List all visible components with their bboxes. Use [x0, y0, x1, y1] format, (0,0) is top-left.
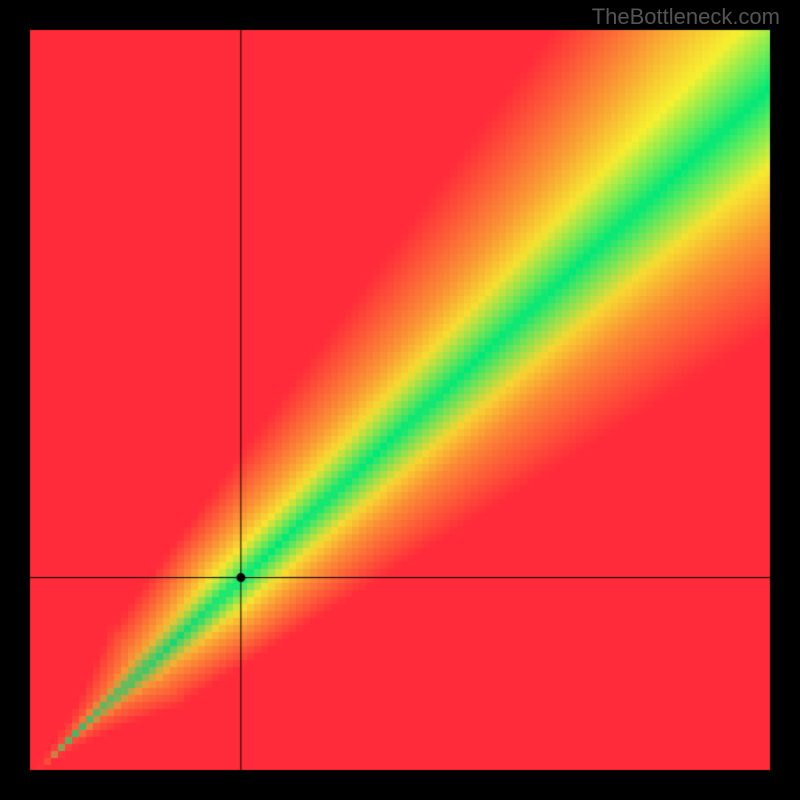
bottleneck-heatmap [0, 0, 800, 800]
watermark-text: TheBottleneck.com [592, 4, 780, 30]
chart-container: TheBottleneck.com [0, 0, 800, 800]
